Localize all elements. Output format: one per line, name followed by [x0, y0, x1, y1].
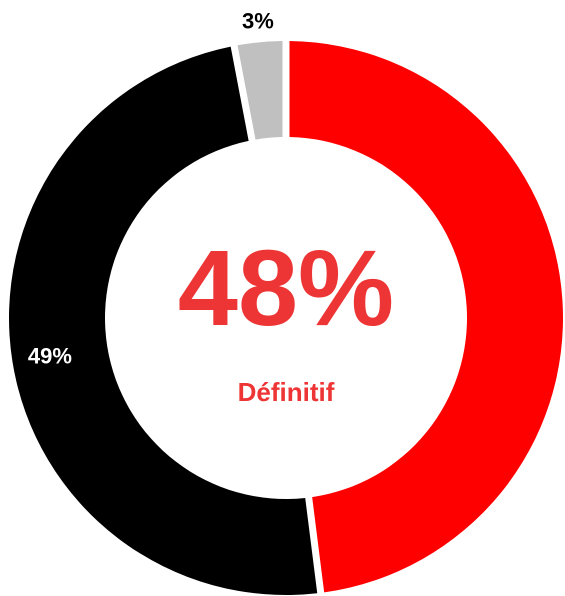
slice-label-3pct: 3%: [242, 8, 274, 33]
slice-49pct: [9, 46, 318, 595]
slice-labels: 49% 3%: [28, 8, 274, 368]
slice-48pct: [289, 41, 563, 593]
center-value: 48%: [178, 227, 394, 348]
slice-3pct: [237, 41, 283, 140]
slice-label-49pct: 49%: [28, 343, 72, 368]
donut-slices: [9, 41, 563, 595]
center-caption: Définitif: [238, 377, 335, 407]
